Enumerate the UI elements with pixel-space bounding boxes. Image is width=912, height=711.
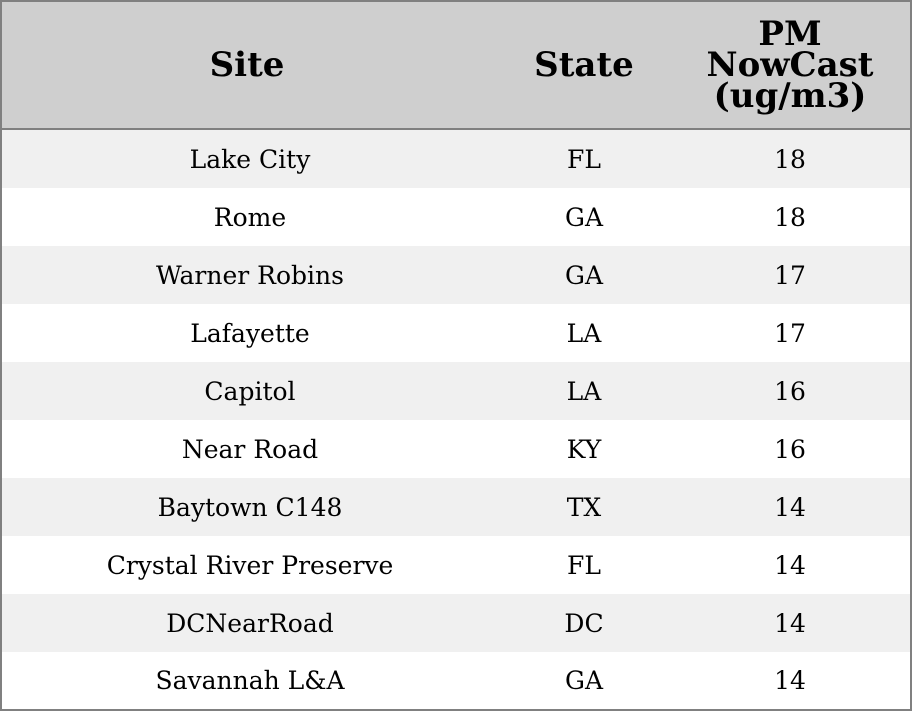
site-cell: Near Road: [2, 420, 498, 478]
state-cell: FL: [498, 536, 670, 594]
site-cell: Crystal River Preserve: [2, 536, 498, 594]
state-cell: LA: [498, 304, 670, 362]
column-header-pm-line-2: NowCast: [706, 44, 874, 85]
header-row: Site State PM NowCast (ug/m3): [2, 2, 910, 130]
column-header-site: Site: [2, 2, 498, 130]
pm-value-cell: 17: [670, 304, 910, 362]
column-header-pm-line-3: (ug/m3): [713, 75, 867, 116]
pm-value-cell: 18: [670, 129, 910, 188]
site-cell: Baytown C148: [2, 478, 498, 536]
state-cell: GA: [498, 246, 670, 304]
state-cell: GA: [498, 652, 670, 709]
table-row: Near Road KY 16: [2, 420, 910, 478]
table-body: Lake City FL 18 Rome GA 18 Warner Robins…: [2, 129, 910, 709]
site-cell: DCNearRoad: [2, 594, 498, 652]
table-row: Crystal River Preserve FL 14: [2, 536, 910, 594]
site-cell: Capitol: [2, 362, 498, 420]
column-header-pm-line-1: PM: [758, 13, 822, 54]
site-cell: Rome: [2, 188, 498, 246]
pm-value-cell: 14: [670, 478, 910, 536]
table-row: Lafayette LA 17: [2, 304, 910, 362]
state-cell: TX: [498, 478, 670, 536]
state-cell: GA: [498, 188, 670, 246]
pm-value-cell: 14: [670, 594, 910, 652]
pm-value-cell: 14: [670, 536, 910, 594]
table-row: Rome GA 18: [2, 188, 910, 246]
site-cell: Lafayette: [2, 304, 498, 362]
state-cell: FL: [498, 129, 670, 188]
pm-value-cell: 17: [670, 246, 910, 304]
column-header-state-text: State: [534, 44, 634, 85]
table-row: Baytown C148 TX 14: [2, 478, 910, 536]
column-header-state: State: [498, 2, 670, 130]
site-cell: Savannah L&A: [2, 652, 498, 709]
table-row: DCNearRoad DC 14: [2, 594, 910, 652]
state-cell: DC: [498, 594, 670, 652]
table-row: Lake City FL 18: [2, 129, 910, 188]
pm-value-cell: 16: [670, 420, 910, 478]
state-cell: KY: [498, 420, 670, 478]
column-header-pm-nowcast: PM NowCast (ug/m3): [670, 2, 910, 130]
pm-value-cell: 16: [670, 362, 910, 420]
pm-value-cell: 14: [670, 652, 910, 709]
table-row: Warner Robins GA 17: [2, 246, 910, 304]
site-cell: Lake City: [2, 129, 498, 188]
column-header-site-text: Site: [209, 44, 285, 85]
site-cell: Warner Robins: [2, 246, 498, 304]
table-row: Capitol LA 16: [2, 362, 910, 420]
table-row: Savannah L&A GA 14: [2, 652, 910, 709]
state-cell: LA: [498, 362, 670, 420]
pm-value-cell: 18: [670, 188, 910, 246]
